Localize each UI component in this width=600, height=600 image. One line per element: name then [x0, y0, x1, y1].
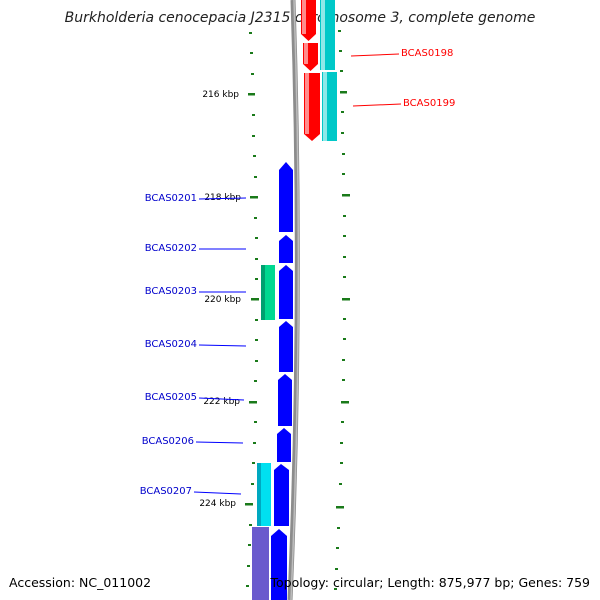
cyan-feature-track	[257, 463, 271, 526]
gene-bcas0204-arrow[interactable]	[279, 321, 293, 372]
gene-bcas0206-arrow[interactable]	[277, 428, 291, 462]
gene-label-bcas0201: BCAS0201	[145, 193, 197, 204]
forward-cds-track	[301, 0, 320, 141]
green-feature-track	[261, 265, 275, 320]
teal-feature-track	[320, 0, 337, 141]
scale-label-224: 224 kbp	[199, 499, 236, 509]
reverse-cds-track	[271, 162, 293, 600]
gene-label-bcas0204: BCAS0204	[145, 339, 197, 350]
gene-bcas0205-arrow[interactable]	[278, 374, 292, 426]
map-title: Burkholderia cenocepacia J2315 chromosom…	[64, 10, 536, 26]
gene-label-bcas0202: BCAS0202	[145, 243, 197, 254]
genome-backbone	[287, 0, 300, 600]
gene-bcas0201-arrow[interactable]	[279, 162, 293, 232]
gene-bcas0203-arrow[interactable]	[279, 265, 293, 319]
scale-label-216: 216 kbp	[202, 90, 239, 100]
gene-label-bcas0205: BCAS0205	[145, 392, 197, 403]
forward-gene-labels: BCAS0198 BCAS0199	[401, 48, 455, 109]
accession-text: Accession: NC_011002	[9, 575, 152, 590]
gene-bcas0202-arrow[interactable]	[279, 235, 293, 263]
purple-feature-1[interactable]	[252, 527, 269, 600]
gene-label-bcas0203: BCAS0203	[145, 286, 197, 297]
outer-scale-ticks	[245, 32, 259, 587]
topology-text: Topology: circular; Length: 875,977 bp; …	[270, 575, 591, 590]
gene-label-bcas0199: BCAS0199	[403, 98, 455, 109]
scale-label-220: 220 kbp	[204, 295, 241, 305]
scale-label-222: 222 kbp	[203, 397, 240, 407]
gene-label-bcas0207: BCAS0207	[140, 486, 192, 497]
forward-label-lines	[350, 53, 402, 107]
gene-bcas0208-arrow[interactable]	[271, 529, 287, 600]
inner-scale-ticks	[334, 30, 350, 590]
reverse-gene-labels: BCAS0201 BCAS0202 BCAS0203 BCAS0204 BCAS…	[140, 193, 197, 497]
gene-label-bcas0206: BCAS0206	[142, 436, 194, 447]
scale-labels: 216 kbp 218 kbp 220 kbp 222 kbp 224 kbp	[199, 90, 241, 509]
gene-label-bcas0198: BCAS0198	[401, 48, 453, 59]
gene-bcas0207-arrow[interactable]	[274, 464, 289, 526]
reverse-label-lines	[193, 197, 247, 495]
